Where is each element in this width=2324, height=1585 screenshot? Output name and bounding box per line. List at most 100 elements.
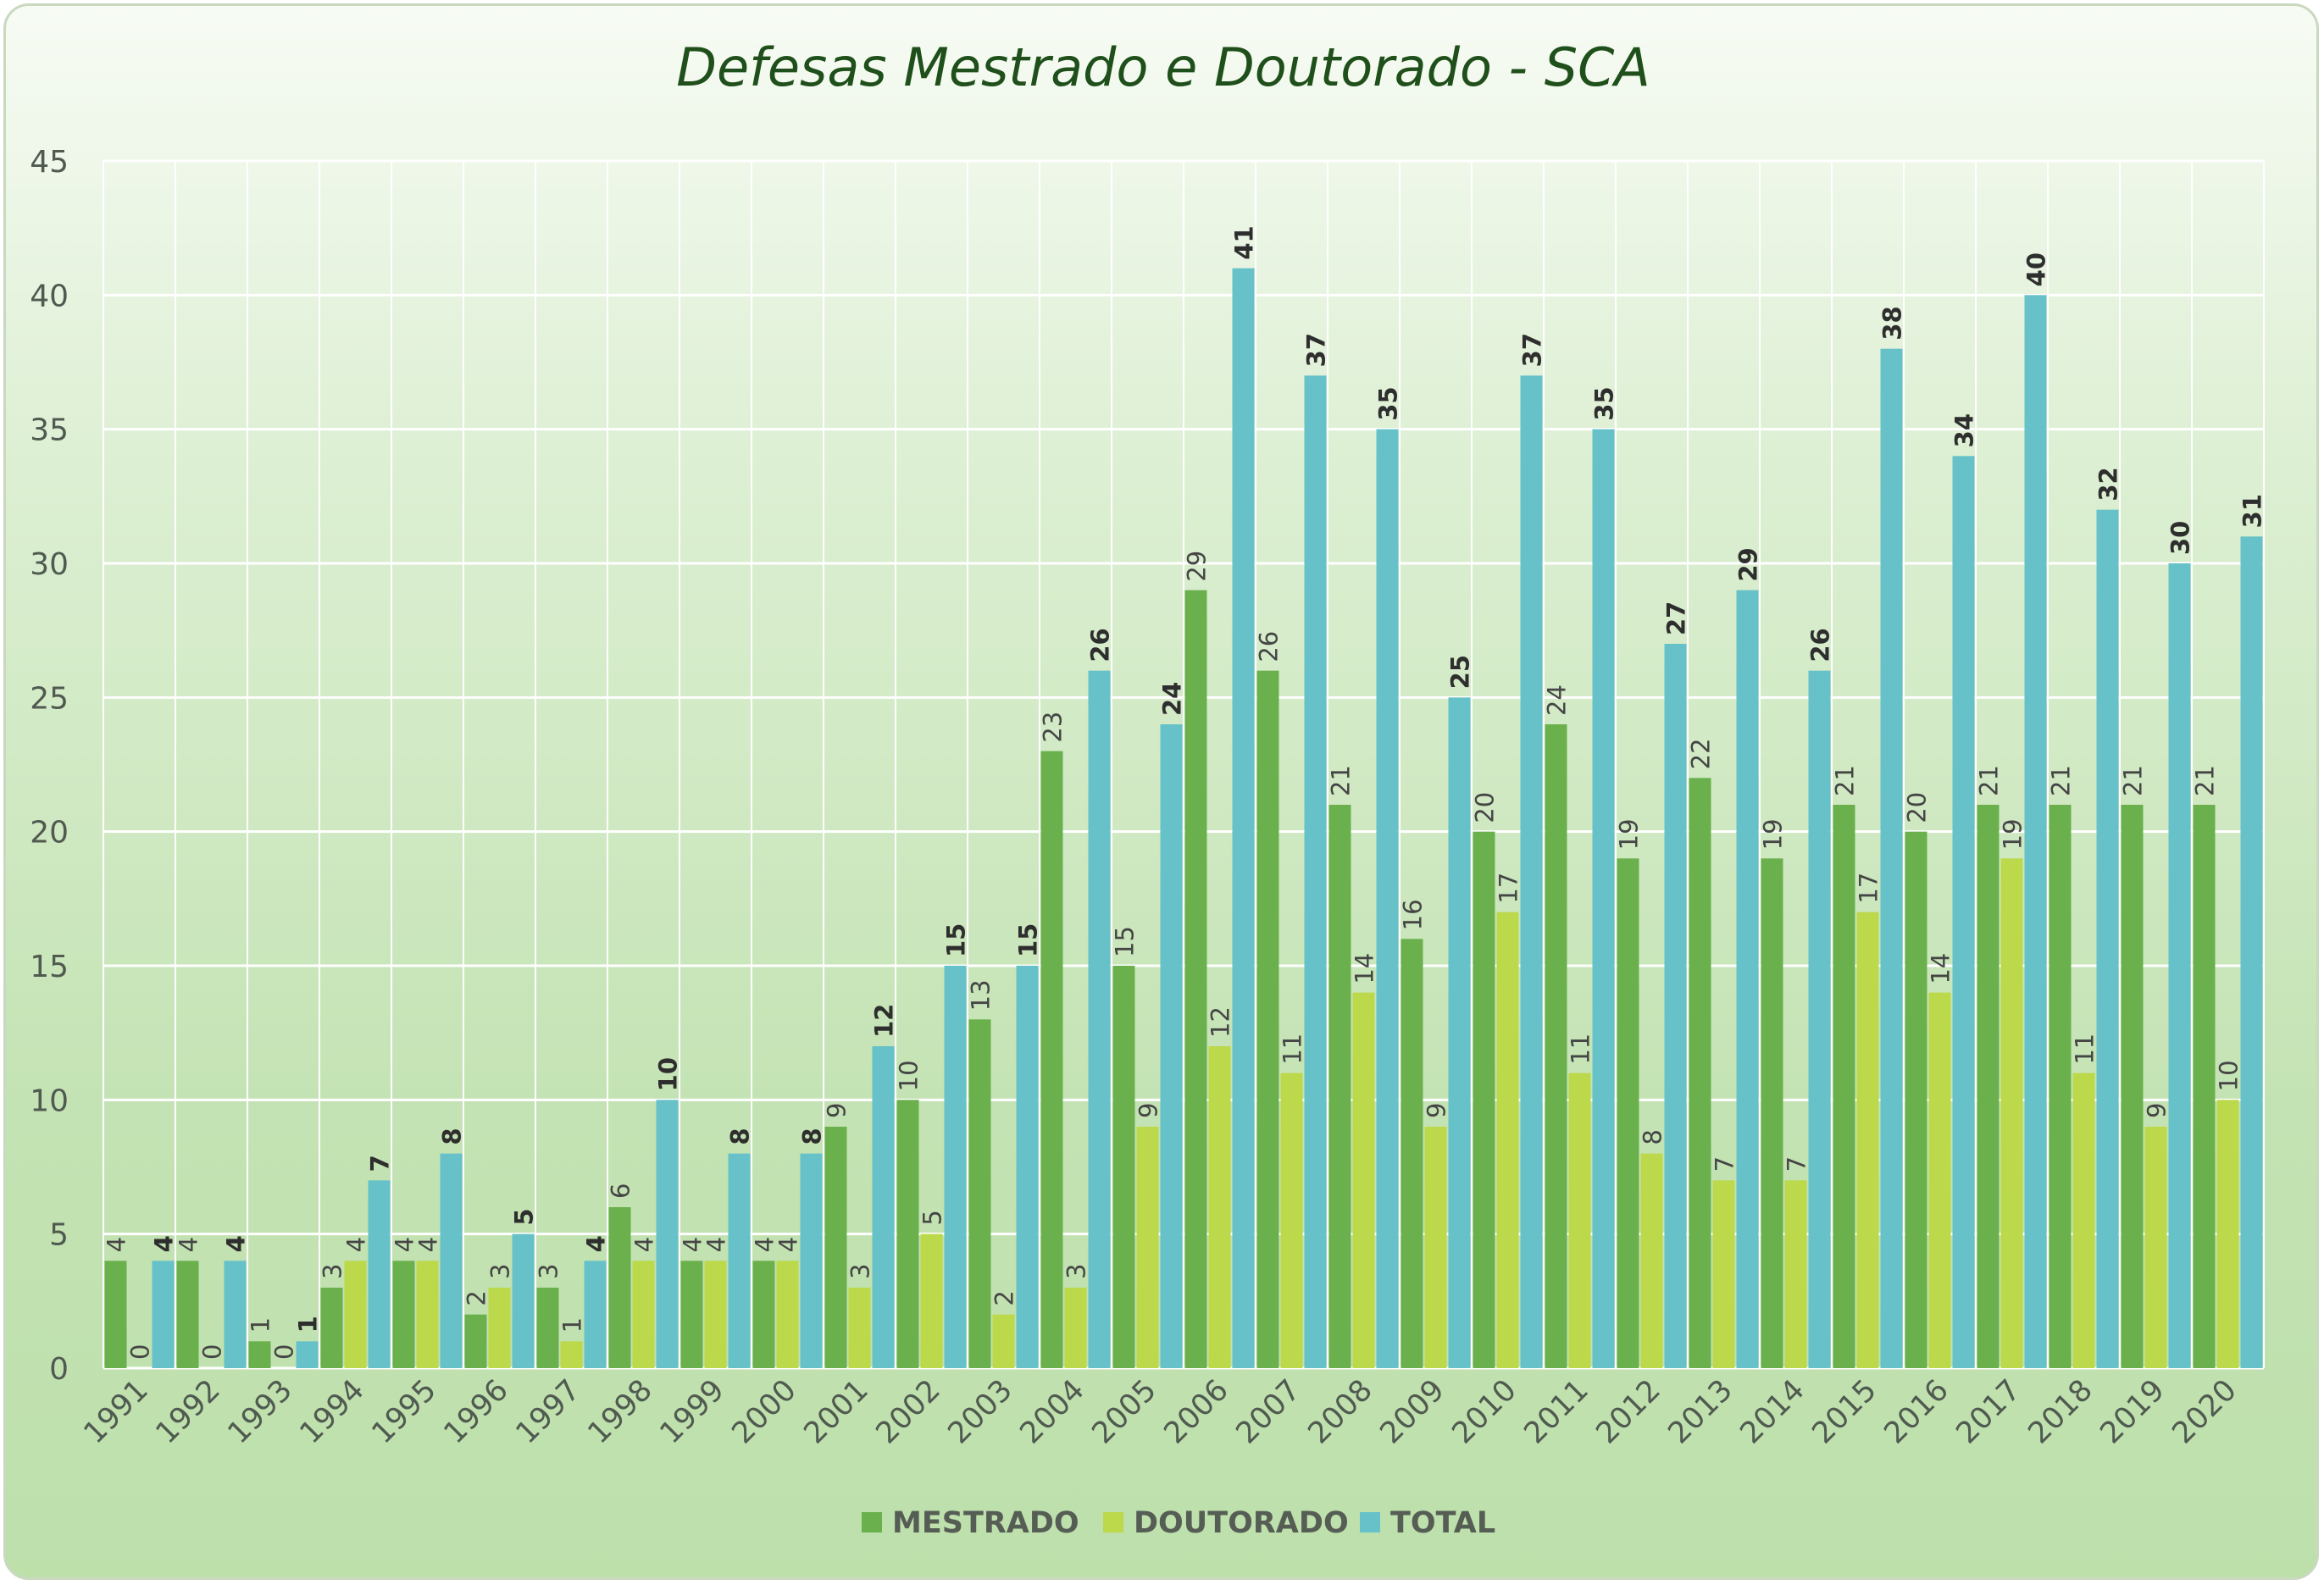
chart-frame: Defesas Mestrado e Doutorado - SCA 0 5 10 1… <box>3 3 2319 1580</box>
data-label-mestrado-2000: 4 <box>751 1237 779 1252</box>
legend-item-total[interactable]: TOTAL <box>1360 1506 1495 1540</box>
bar-doutorado-2017 <box>2000 858 2023 1368</box>
bar-mestrado-2019 <box>2121 805 2144 1368</box>
x-tick-label: 2019 <box>2094 1373 2171 1450</box>
y-tick-label: 5 <box>49 1218 69 1253</box>
data-label-doutorado-2015: 17 <box>1855 873 1883 904</box>
bar-mestrado-2011 <box>1545 724 1567 1368</box>
data-label-total-2019: 30 <box>2166 521 2195 555</box>
data-label-mestrado-1997: 3 <box>535 1264 563 1279</box>
data-label-total-2013: 29 <box>1734 547 1763 581</box>
bar-doutorado-1994 <box>344 1261 367 1368</box>
x-tick-label: 2016 <box>1878 1373 1955 1450</box>
bar-doutorado-2008 <box>1352 992 1375 1368</box>
data-label-doutorado-1992: 0 <box>198 1344 227 1360</box>
data-label-total-1992: 4 <box>222 1235 251 1252</box>
data-label-mestrado-2007: 26 <box>1255 631 1284 662</box>
data-label-mestrado-1998: 6 <box>607 1183 635 1199</box>
bar-total-2013 <box>1736 590 1759 1368</box>
bar-mestrado-2012 <box>1617 858 1639 1368</box>
y-axis: 0 5 10 15 20 25 30 35 40 45 <box>30 145 69 1387</box>
x-tick-label: 1992 <box>150 1373 227 1450</box>
bar-mestrado-2016 <box>1905 831 1927 1368</box>
bar-doutorado-1996 <box>488 1288 511 1368</box>
legend-item-mestrado[interactable]: MESTRADO <box>862 1506 1079 1540</box>
bar-mestrado-2009 <box>1401 939 1423 1368</box>
data-label-doutorado-1993: 0 <box>270 1344 299 1360</box>
bar-total-2002 <box>944 966 967 1368</box>
bar-mestrado-2000 <box>752 1261 775 1368</box>
data-label-mestrado-2009: 16 <box>1399 899 1428 930</box>
bar-total-1997 <box>584 1261 607 1368</box>
x-tick-label: 2020 <box>2166 1373 2244 1450</box>
bar-doutorado-2009 <box>1424 1127 1447 1368</box>
data-label-mestrado-2006: 29 <box>1183 551 1212 582</box>
data-label-mestrado-2012: 19 <box>1615 818 1644 850</box>
x-tick-label: 2011 <box>1518 1373 1595 1450</box>
x-tick-label: 2017 <box>1950 1373 2027 1450</box>
y-tick-label: 45 <box>30 145 69 180</box>
bar-doutorado-1997 <box>560 1341 583 1368</box>
x-tick-label: 2012 <box>1590 1373 1667 1450</box>
data-label-total-2008: 35 <box>1374 386 1403 420</box>
data-label-total-2007: 37 <box>1302 333 1331 367</box>
bar-total-2015 <box>1880 348 1903 1369</box>
data-label-total-2009: 25 <box>1446 655 1475 689</box>
bar-total-2005 <box>1160 724 1183 1368</box>
x-axis: 1991199219931994199519961997199819992000… <box>78 1373 2244 1450</box>
bar-doutorado-2020 <box>2216 1100 2239 1368</box>
bar-total-1995 <box>440 1153 463 1368</box>
bar-mestrado-1993 <box>248 1341 271 1368</box>
bar-doutorado-1998 <box>632 1261 655 1368</box>
legend[interactable]: MESTRADO DOUTORADO TOTAL <box>862 1506 1495 1540</box>
data-label-doutorado-1994: 4 <box>342 1237 371 1252</box>
bar-total-1992 <box>224 1261 247 1368</box>
bar-mestrado-1995 <box>392 1261 415 1368</box>
bar-doutorado-1995 <box>416 1261 439 1368</box>
x-tick-label: 2018 <box>2022 1373 2099 1450</box>
legend-item-doutorado[interactable]: DOUTORADO <box>1103 1506 1349 1540</box>
bars <box>104 268 2263 1369</box>
bar-total-2009 <box>1448 697 1471 1368</box>
bar-doutorado-2004 <box>1064 1288 1087 1368</box>
data-label-mestrado-2011: 24 <box>1543 684 1572 716</box>
data-label-total-2000: 8 <box>798 1128 827 1144</box>
chart-title: Defesas Mestrado e Doutorado - SCA <box>676 36 1650 98</box>
data-label-total-1991: 4 <box>150 1235 179 1252</box>
y-tick-label: 10 <box>30 1083 69 1118</box>
data-label-mestrado-2017: 21 <box>1975 765 2004 796</box>
legend-label: DOUTORADO <box>1134 1506 1349 1540</box>
y-tick-label: 20 <box>30 816 69 851</box>
data-label-mestrado-1991: 4 <box>103 1237 131 1252</box>
data-label-mestrado-1996: 2 <box>463 1290 491 1305</box>
bar-mestrado-2015 <box>1833 805 1855 1368</box>
bar-mestrado-2017 <box>1977 805 2000 1368</box>
data-label-total-2003: 15 <box>1014 923 1043 957</box>
bar-total-1993 <box>296 1341 319 1368</box>
x-tick-label: 2007 <box>1230 1373 1307 1450</box>
data-label-doutorado-1995: 4 <box>414 1237 443 1252</box>
data-label-mestrado-2005: 15 <box>1111 926 1140 957</box>
data-label-mestrado-1993: 1 <box>247 1317 275 1333</box>
data-label-mestrado-2013: 22 <box>1687 738 1716 769</box>
data-label-total-2002: 15 <box>942 923 971 957</box>
data-label-doutorado-2012: 8 <box>1639 1129 1667 1144</box>
data-label-doutorado-1996: 3 <box>486 1264 515 1279</box>
data-label-doutorado-2020: 10 <box>2215 1060 2244 1091</box>
data-label-mestrado-2002: 10 <box>895 1060 923 1091</box>
bar-doutorado-2003 <box>992 1314 1015 1368</box>
x-tick-label: 2004 <box>1014 1373 1091 1450</box>
data-label-total-2015: 38 <box>1878 306 1907 340</box>
x-tick-label: 1997 <box>510 1373 587 1450</box>
data-label-doutorado-1997: 1 <box>558 1317 587 1333</box>
data-label-total-1993: 1 <box>294 1316 323 1333</box>
bar-mestrado-2008 <box>1328 805 1351 1368</box>
bar-mestrado-1991 <box>104 1261 127 1368</box>
data-label-mestrado-2018: 21 <box>2047 765 2076 796</box>
data-label-doutorado-2007: 11 <box>1278 1034 1307 1065</box>
data-label-total-2014: 26 <box>1806 628 1835 662</box>
data-label-total-2011: 35 <box>1590 386 1619 420</box>
bar-doutorado-2001 <box>848 1288 871 1368</box>
data-label-mestrado-2003: 13 <box>967 979 996 1011</box>
bar-mestrado-2002 <box>896 1100 919 1368</box>
